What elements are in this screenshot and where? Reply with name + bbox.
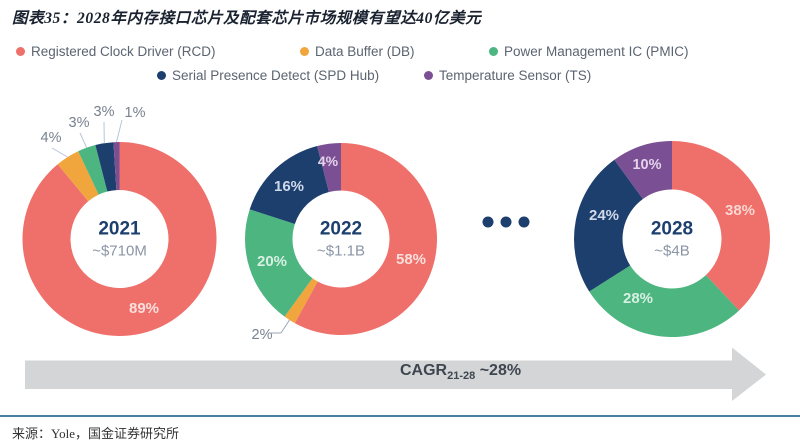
svg-text:16%: 16% [274,178,304,195]
svg-text:1%: 1% [125,105,146,121]
svg-text:3%: 3% [94,104,115,120]
svg-text:28%: 28% [623,290,653,307]
svg-text:10%: 10% [632,157,661,173]
svg-text:3%: 3% [69,115,90,131]
svg-text:4%: 4% [41,130,62,146]
svg-text:4%: 4% [318,153,339,169]
svg-text:89%: 89% [129,300,159,317]
svg-text:2%: 2% [252,327,273,343]
svg-text:38%: 38% [725,202,755,219]
